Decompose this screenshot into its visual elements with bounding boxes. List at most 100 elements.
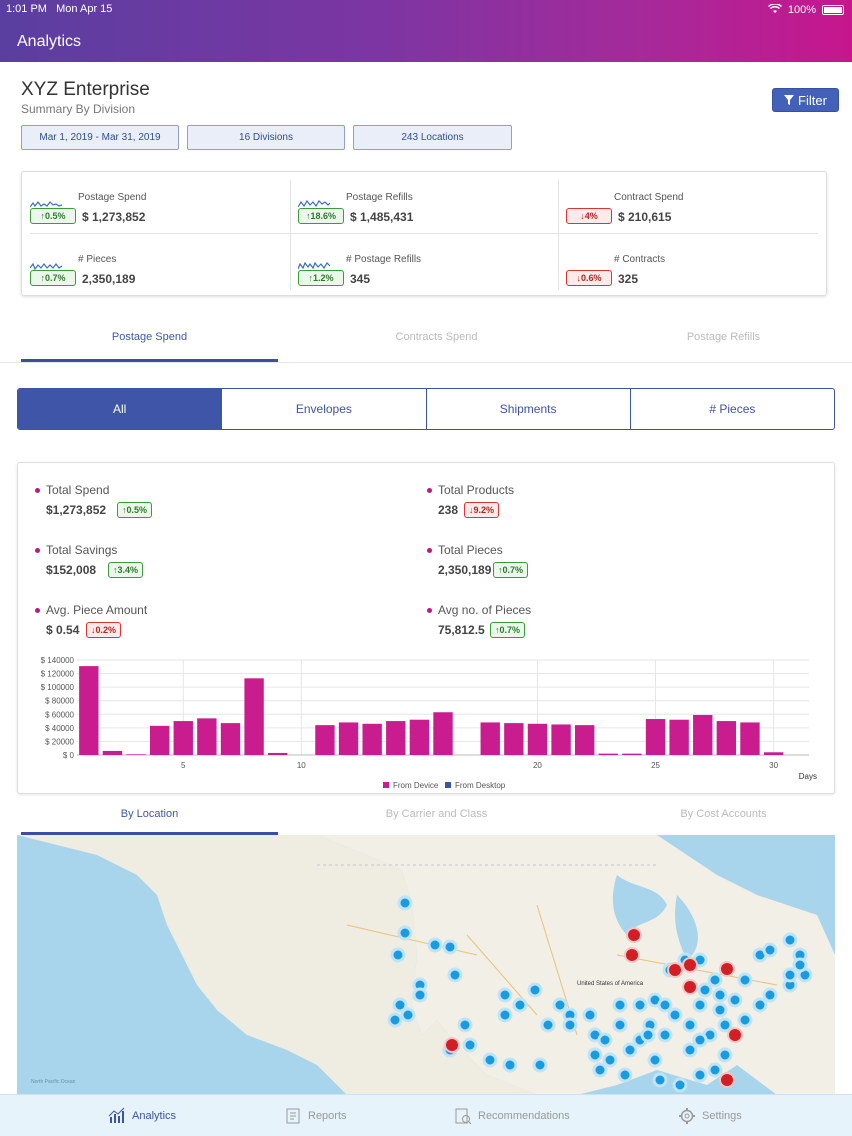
location-marker[interactable] [592, 1062, 608, 1078]
alert-location-marker[interactable] [682, 957, 698, 973]
location-marker[interactable] [612, 997, 628, 1013]
location-marker[interactable] [692, 997, 708, 1013]
tab-by-location[interactable]: By Location [120, 808, 179, 820]
location-marker[interactable] [447, 967, 463, 983]
location-marker[interactable] [390, 947, 406, 963]
locations-chip[interactable]: 243 Locations [353, 125, 512, 150]
location-marker[interactable] [527, 982, 543, 998]
nav-settings[interactable]: Settings [678, 1095, 742, 1136]
kpi-contracts[interactable]: # Contracts ↓0.6% 325 [558, 242, 818, 302]
location-marker[interactable] [647, 1052, 663, 1068]
kpi-contract-spend[interactable]: Contract Spend ↓4% $ 210,615 [558, 180, 818, 240]
location-marker[interactable] [397, 895, 413, 911]
location-marker[interactable] [602, 1052, 618, 1068]
location-marker[interactable] [727, 992, 743, 1008]
location-marker[interactable] [737, 972, 753, 988]
location-marker[interactable] [692, 1067, 708, 1083]
kpi-postage-refills[interactable]: Postage Refills ↑18.6% $ 1,485,431 [290, 180, 550, 240]
location-marker[interactable] [457, 1017, 473, 1033]
nav-analytics[interactable]: Analytics [108, 1095, 176, 1136]
location-marker[interactable] [752, 997, 768, 1013]
location-marker[interactable] [392, 997, 408, 1013]
location-marker[interactable] [682, 1017, 698, 1033]
alert-location-marker[interactable] [624, 947, 640, 963]
location-marker[interactable] [552, 997, 568, 1013]
kpi-postage-spend[interactable]: Postage Spend ↑0.5% $ 1,273,852 [22, 180, 282, 240]
alert-location-marker[interactable] [719, 961, 735, 977]
location-marker[interactable] [640, 1027, 656, 1043]
location-marker[interactable] [657, 1027, 673, 1043]
location-marker[interactable] [502, 1057, 518, 1073]
tab-by-cost-accounts[interactable]: By Cost Accounts [680, 808, 767, 820]
location-marker[interactable] [792, 957, 808, 973]
location-marker[interactable] [587, 1047, 603, 1063]
divisions-chip[interactable]: 16 Divisions [187, 125, 345, 150]
nav-reports[interactable]: Reports [284, 1095, 347, 1136]
kpi-pieces[interactable]: # Pieces ↑0.7% 2,350,189 [22, 242, 282, 302]
location-marker[interactable] [697, 982, 713, 998]
location-marker[interactable] [622, 1042, 638, 1058]
segment-shipments[interactable]: Shipments [427, 389, 631, 429]
tab-by-carrier-class[interactable]: By Carrier and Class [385, 808, 488, 820]
location-marker[interactable] [532, 1057, 548, 1073]
location-marker[interactable] [612, 1017, 628, 1033]
location-marker[interactable] [462, 1037, 478, 1053]
nav-recommendations[interactable]: Recommendations [454, 1095, 570, 1136]
chart-bar [716, 721, 737, 755]
segment-all[interactable]: All [18, 389, 223, 429]
location-marker[interactable] [682, 1042, 698, 1058]
location-marker[interactable] [762, 987, 778, 1003]
tab-postage-refills[interactable]: Postage Refills [686, 331, 761, 343]
alert-location-marker[interactable] [444, 1037, 460, 1053]
location-marker[interactable] [707, 972, 723, 988]
location-marker[interactable] [707, 1062, 723, 1078]
location-marker[interactable] [582, 1007, 598, 1023]
location-marker[interactable] [667, 1007, 683, 1023]
location-marker[interactable] [512, 997, 528, 1013]
wifi-icon [767, 2, 782, 17]
location-marker[interactable] [540, 1017, 556, 1033]
alert-location-marker[interactable] [682, 979, 698, 995]
kpi-postage-refills-count[interactable]: # Postage Refills ↑1.2% 345 [290, 242, 550, 302]
stat-label: Total Spend [46, 483, 110, 497]
location-marker[interactable] [497, 987, 513, 1003]
location-marker[interactable] [562, 1017, 578, 1033]
map-canvas[interactable]: United States of America North Pacific O… [17, 835, 835, 1095]
location-marker[interactable] [632, 997, 648, 1013]
location-marker[interactable] [712, 1002, 728, 1018]
location-marker[interactable] [762, 942, 778, 958]
location-marker[interactable] [657, 997, 673, 1013]
segment-pieces[interactable]: # Pieces [709, 402, 756, 416]
location-marker[interactable] [672, 1077, 688, 1093]
location-marker[interactable] [782, 967, 798, 983]
location-marker[interactable] [482, 1052, 498, 1068]
location-marker[interactable] [442, 939, 458, 955]
location-marker[interactable] [782, 932, 798, 948]
location-marker[interactable] [717, 1017, 733, 1033]
location-marker[interactable] [737, 1012, 753, 1028]
alert-location-marker[interactable] [667, 962, 683, 978]
stat-value: $ 0.54 [46, 623, 80, 637]
alert-location-marker[interactable] [626, 927, 642, 943]
tab-postage-spend[interactable]: Postage Spend [111, 331, 188, 343]
location-marker[interactable] [597, 1032, 613, 1048]
location-marker[interactable] [652, 1072, 668, 1088]
locations-map[interactable]: United States of America North Pacific O… [17, 835, 835, 1095]
alert-location-marker[interactable] [719, 1072, 735, 1088]
filter-button[interactable]: Filter [772, 88, 839, 112]
location-marker[interactable] [387, 1012, 403, 1028]
location-marker[interactable] [712, 987, 728, 1003]
location-marker[interactable] [400, 1007, 416, 1023]
location-marker[interactable] [427, 937, 443, 953]
org-name: XYZ Enterprise [21, 79, 150, 100]
alert-location-marker[interactable] [727, 1027, 743, 1043]
location-marker[interactable] [497, 1007, 513, 1023]
location-marker[interactable] [412, 987, 428, 1003]
location-marker[interactable] [397, 925, 413, 941]
date-range-chip[interactable]: Mar 1, 2019 - Mar 31, 2019 [21, 125, 179, 150]
segment-envelopes[interactable]: Envelopes [222, 389, 427, 429]
tab-contracts-spend[interactable]: Contracts Spend [395, 331, 478, 343]
location-marker[interactable] [692, 1032, 708, 1048]
location-marker[interactable] [717, 1047, 733, 1063]
location-marker[interactable] [617, 1067, 633, 1083]
